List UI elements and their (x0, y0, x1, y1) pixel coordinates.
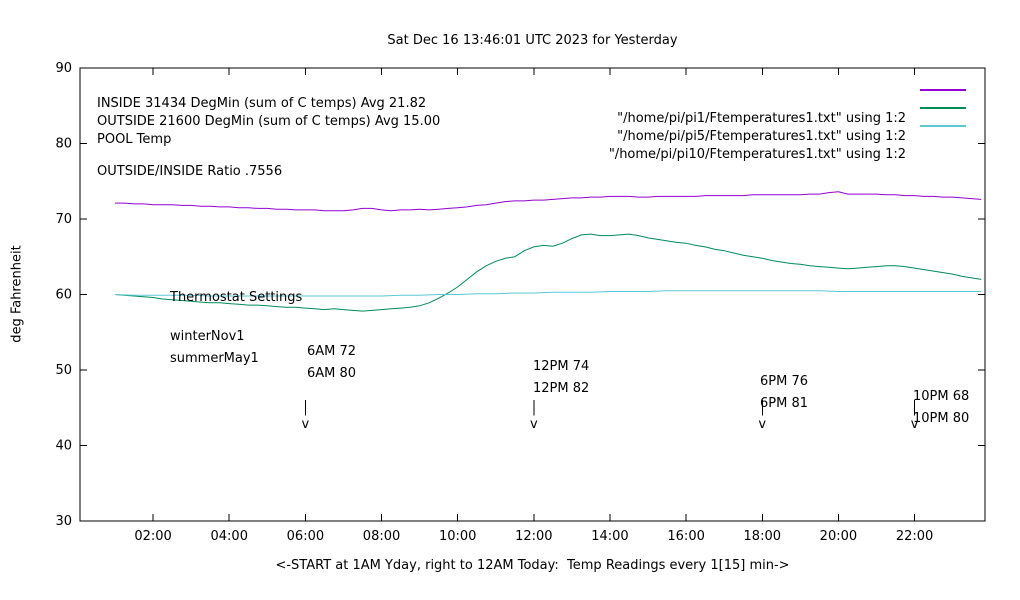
legend-file-outside: "/home/pi/pi5/Ftemperatures1.txt" using … (617, 129, 906, 144)
y-tick-label: 50 (55, 363, 72, 378)
legend-file-inside: "/home/pi/pi1/Ftemperatures1.txt" using … (617, 111, 906, 126)
series-line-inside (115, 191, 982, 212)
y-tick-label: 30 (55, 514, 72, 529)
x-axis-label: <-START at 1AM Yday, right to 12AM Today… (275, 558, 790, 573)
y-tick-label: 40 (55, 439, 72, 454)
x-tick-label: 14:00 (591, 529, 628, 544)
x-tick-label: 10:00 (439, 529, 476, 544)
legend-line-sample-pool (920, 125, 966, 127)
thermostat-winter-6pm: 6PM 76 (760, 374, 809, 389)
series-line-pool (114, 290, 982, 297)
y-tick-label: 70 (55, 212, 72, 227)
x-tick-label: 04:00 (211, 529, 248, 544)
thermostat-winter-name: winterNov1 (170, 329, 245, 344)
thermostat-winter-6am: 6AM 72 (307, 344, 357, 359)
x-tick-label: 02:00 (134, 529, 171, 544)
x-tick-label: 20:00 (820, 529, 857, 544)
outside-inside-ratio-label: OUTSIDE/INSIDE Ratio .7556 (97, 164, 283, 179)
y-tick-label: 80 (55, 137, 72, 152)
thermostat-winter-12pm: 12PM 74 (533, 359, 590, 374)
x-tick-label: 12:00 (515, 529, 552, 544)
legend-line-sample-outside (920, 107, 966, 109)
legend-label-inside: INSIDE 31434 DegMin (sum of C temps) Avg… (97, 96, 427, 111)
thermostat-winter-10pm: 10PM 68 (913, 389, 970, 404)
legend-file-pool: "/home/pi/pi10/Ftemperatures1.txt" using… (608, 147, 906, 162)
thermostat-summer-12pm: 12PM 82 (533, 381, 590, 396)
legend-label-outside: OUTSIDE 21600 DegMin (sum of C temps) Av… (97, 114, 441, 129)
thermostat-row-winter: winterNov1 6AM 72 12PM 74 6PM 76 10PM 68 (0, 314, 1020, 404)
x-tick-label: 16:00 (667, 529, 704, 544)
series-line-outside (114, 233, 982, 312)
x-tick-label: 08:00 (363, 529, 400, 544)
thermostat-row-summer: summerMay1 6AM 80 12PM 82 6PM 81 10PM 80 (0, 336, 1020, 426)
legend-row-pool: POOL Temp "/home/pi/pi10/Ftemperatures1.… (0, 117, 1020, 162)
thermostat-arrow-head: v (758, 417, 766, 432)
legend-row-outside: OUTSIDE 21600 DegMin (sum of C temps) Av… (0, 99, 1020, 144)
legend-line-sample-inside (920, 89, 966, 91)
y-tick-label: 60 (55, 288, 72, 303)
thermostat-summer-6am: 6AM 80 (307, 366, 357, 381)
thermostat-summer-10pm: 10PM 80 (913, 411, 970, 426)
x-tick-label: 22:00 (896, 529, 933, 544)
thermostat-arrow-head: v (302, 417, 310, 432)
y-tick-label: 90 (55, 61, 72, 76)
thermostat-arrow-head: v (911, 417, 919, 432)
legend-label-pool: POOL Temp (97, 132, 172, 147)
x-tick-label: 06:00 (287, 529, 324, 544)
legend-row-inside: INSIDE 31434 DegMin (sum of C temps) Avg… (0, 81, 1020, 126)
x-tick-label: 18:00 (744, 529, 781, 544)
thermostat-settings-title: Thermostat Settings (170, 290, 303, 305)
thermostat-summer-name: summerMay1 (170, 351, 259, 366)
thermostat-summer-6pm: 6PM 81 (760, 396, 809, 411)
chart-title: Sat Dec 16 13:46:01 UTC 2023 for Yesterd… (387, 33, 678, 48)
thermostat-arrow-head: v (530, 417, 538, 432)
